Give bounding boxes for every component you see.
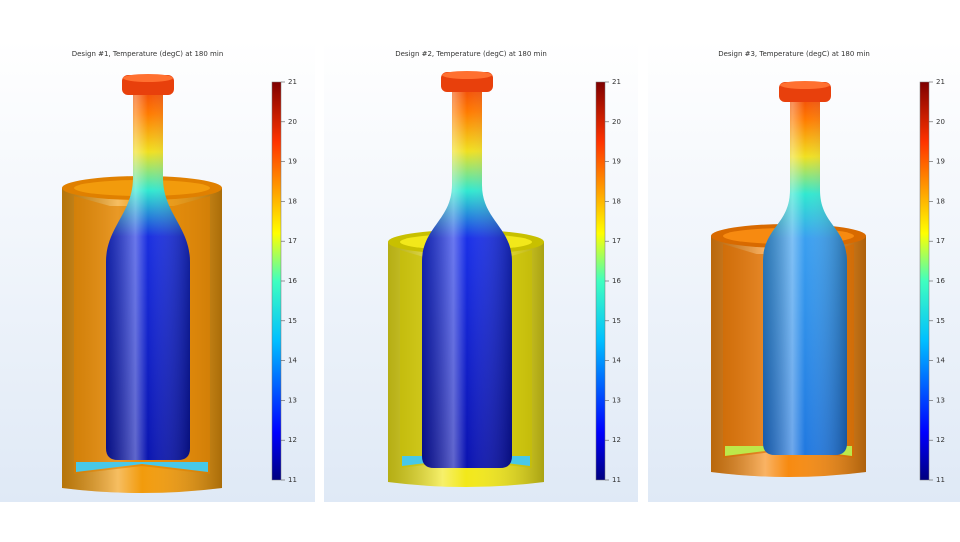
- panel-title: Design #1, Temperature (degC) at 180 min: [72, 50, 224, 58]
- colorbar-tick-label: 20: [936, 118, 945, 126]
- colorbar: [595, 81, 606, 481]
- colorbar-tick-label: 15: [612, 317, 621, 325]
- container-floor: [76, 462, 208, 472]
- bottle-cap-top: [442, 71, 492, 79]
- panel-title: Design #3, Temperature (degC) at 180 min: [718, 50, 870, 58]
- colorbar-tick-label: 21: [288, 78, 297, 86]
- colorbar-tick-label: 13: [612, 396, 621, 404]
- colorbar-tick-label: 18: [288, 197, 297, 205]
- colorbar-tick-label: 13: [288, 396, 297, 404]
- colorbar-tick-label: 16: [612, 277, 621, 285]
- colorbar-tick-label: 19: [612, 158, 621, 166]
- panel-title: Design #2, Temperature (degC) at 180 min: [395, 50, 547, 58]
- colorbar-tick-label: 16: [288, 277, 297, 285]
- colorbar-tick-label: 13: [936, 396, 945, 404]
- colorbar-tick-label: 15: [288, 317, 297, 325]
- panel: Design #3, Temperature (degC) at 180 min…: [648, 40, 960, 502]
- panel: Design #1, Temperature (degC) at 180 min…: [0, 40, 315, 502]
- colorbar-tick-label: 14: [612, 357, 621, 365]
- colorbar-tick-label: 20: [612, 118, 621, 126]
- colorbar-tick-label: 14: [936, 357, 945, 365]
- colorbar-tick-label: 19: [936, 158, 945, 166]
- colorbar-tick-label: 21: [936, 78, 945, 86]
- bottle-shine: [106, 93, 190, 460]
- bottle-cap-top: [123, 74, 173, 82]
- colorbar-tick-label: 17: [288, 237, 297, 245]
- colorbar-tick-label: 11: [288, 476, 297, 484]
- colorbar-tick-label: 18: [936, 197, 945, 205]
- colorbar-tick-label: 11: [936, 476, 945, 484]
- colorbar: [271, 81, 282, 481]
- bottle-shine: [422, 90, 512, 468]
- colorbar-tick-label: 12: [612, 436, 621, 444]
- panel: Design #2, Temperature (degC) at 180 min…: [324, 40, 638, 502]
- bottle-cap-top: [780, 81, 830, 89]
- colorbar-tick-label: 18: [612, 197, 621, 205]
- colorbar-tick-label: 15: [936, 317, 945, 325]
- colorbar-tick-label: 12: [288, 436, 297, 444]
- bottle-shine: [763, 100, 847, 455]
- colorbar-tick-label: 20: [288, 118, 297, 126]
- colorbar-tick-label: 21: [612, 78, 621, 86]
- colorbar-tick-label: 16: [936, 277, 945, 285]
- colorbar-tick-label: 17: [936, 237, 945, 245]
- colorbar-tick-label: 19: [288, 158, 297, 166]
- colorbar: [919, 81, 930, 481]
- colorbar-tick-label: 11: [612, 476, 621, 484]
- colorbar-tick-label: 14: [288, 357, 297, 365]
- colorbar-tick-label: 12: [936, 436, 945, 444]
- colorbar-tick-label: 17: [612, 237, 621, 245]
